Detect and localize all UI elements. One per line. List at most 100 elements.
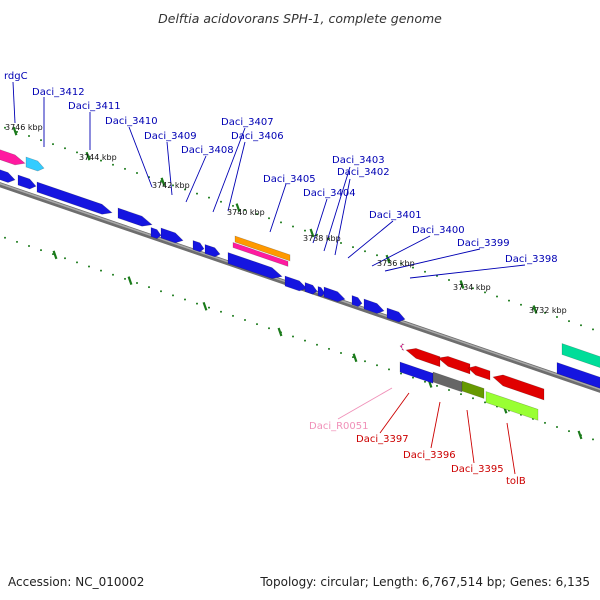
ruler-dot [268, 217, 270, 220]
gene-feature [485, 391, 539, 421]
ruler-dot [280, 221, 282, 224]
ruler-dot [136, 171, 138, 174]
ruler-dot [124, 167, 126, 170]
ruler-dot [592, 328, 594, 331]
ruler-dot [88, 265, 90, 268]
gene-label: Daci_3399 [457, 238, 510, 249]
gene-label: rdgC [4, 71, 28, 82]
ruler-dot [448, 389, 450, 392]
leader-line [12, 81, 16, 124]
ruler-ticks [12, 126, 583, 440]
tick-label: 3744 kbp [79, 153, 117, 162]
ruler-dot [364, 360, 366, 363]
gene-feature [405, 348, 441, 368]
tick-label: 3738 kbp [303, 234, 341, 243]
gene-feature [25, 156, 45, 172]
ruler-dot [412, 266, 414, 269]
gene-feature [160, 227, 184, 244]
ruler-dot [64, 257, 66, 260]
ruler-dot [472, 287, 474, 290]
ruler-tick [309, 228, 315, 238]
ruler-dots [4, 126, 594, 441]
tick-labels: 3746 kbp 3744 kbp 3742 kbp 3740 kbp 3738 kbp… [5, 123, 567, 315]
ruler-dot [76, 151, 78, 154]
tick-label: 3734 kbp [453, 283, 491, 292]
ruler-dot [328, 237, 330, 240]
genome-summary-text: Topology: circular; Length: 6,767,514 bp… [259, 575, 590, 589]
leader-line [384, 248, 481, 272]
gene-feature [304, 282, 318, 295]
ruler-dot [544, 311, 546, 314]
tick-label: 3736 kbp [377, 259, 415, 268]
leader-line [185, 155, 207, 203]
ruler-dot [268, 327, 270, 330]
gene-feature [234, 235, 291, 262]
ruler-dot [556, 426, 558, 429]
ruler-dot [100, 269, 102, 272]
gene-feature [232, 242, 289, 267]
leader-line [347, 220, 394, 259]
ruler-tick [352, 353, 358, 363]
ruler-dot [64, 147, 66, 150]
ruler-dot [388, 368, 390, 371]
ruler-dot [592, 438, 594, 441]
label-leader-lines [12, 81, 526, 475]
gene-feature [461, 380, 485, 399]
gene-feature [150, 227, 162, 239]
gene-label: Daci_3407 [221, 117, 274, 128]
ruler-dot [136, 281, 138, 284]
gene-label: Daci_3398 [505, 254, 558, 265]
ruler-dot [220, 200, 222, 203]
ruler-dot [376, 254, 378, 257]
ruler-tick [52, 250, 58, 260]
leader-line [379, 392, 410, 434]
ruler-dot [112, 163, 114, 166]
gene-feature [492, 374, 545, 401]
ruler-dot [340, 351, 342, 354]
gene-label: Daci_3406 [231, 131, 284, 142]
Daci_R0051-gene [399, 343, 405, 351]
map-title: Delftia acidovorans SPH-1, complete geno… [158, 11, 442, 26]
leader-line [166, 141, 173, 196]
ruler-dot [28, 244, 30, 247]
leader-line [506, 422, 516, 475]
accession-text: Accession: NC_010002 [8, 575, 144, 589]
leader-line [128, 126, 153, 188]
ruler-dot [328, 347, 330, 350]
ruler-dot [568, 430, 570, 433]
gene-feature [432, 371, 463, 393]
gene-label: Daci_3401 [369, 210, 422, 221]
gene-feature [227, 252, 283, 279]
gene-feature [556, 362, 600, 389]
ruler-dot [376, 364, 378, 367]
ruler-dot [496, 295, 498, 298]
leader-line [466, 409, 475, 464]
ruler-dot [304, 229, 306, 232]
ruler-dot [292, 225, 294, 228]
gene-label: Daci_3395 [451, 464, 504, 475]
ruler-dot [316, 233, 318, 236]
gene-feature [467, 365, 491, 381]
ruler-dot [472, 397, 474, 400]
gene-label: Daci_3411 [68, 101, 121, 112]
ruler-dot [256, 213, 258, 216]
ruler-dot [4, 126, 6, 129]
ruler-dot [244, 209, 246, 212]
ruler-tick [577, 430, 583, 440]
ruler-tick [202, 301, 208, 311]
gene-label: Daci_3400 [412, 225, 465, 236]
leader-line [227, 141, 246, 212]
leader-line [409, 264, 526, 279]
ruler-dot [184, 188, 186, 191]
leader-line [430, 401, 441, 449]
ruler-dot [148, 286, 150, 289]
leader-line [337, 387, 393, 420]
ruler-dot [76, 261, 78, 264]
gene-label: Daci_3409 [144, 131, 197, 142]
ruler-dot [208, 196, 210, 199]
ruler-dot [412, 376, 414, 379]
ruler-dot [4, 236, 6, 239]
ruler-dot [400, 262, 402, 265]
tick-label: 3740 kbp [227, 208, 265, 217]
ruler-dot [196, 302, 198, 305]
